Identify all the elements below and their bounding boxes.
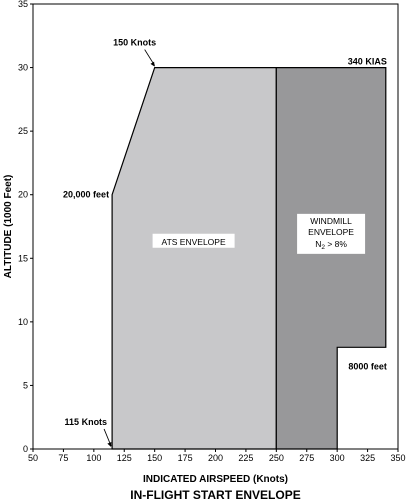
windmill-n2-condition: N2 > 8% [315, 239, 347, 251]
x-tick-label: 200 [208, 453, 223, 463]
x-tick-label: 75 [58, 453, 68, 463]
x-tick-label: 250 [269, 453, 284, 463]
ats-label-box [152, 233, 235, 248]
annotation-20000-feet: 20,000 feet [63, 190, 109, 200]
x-tick-label: 275 [299, 453, 314, 463]
windmill-label-box [297, 213, 366, 254]
envelope-region-ats [111, 66, 277, 450]
x-axis-ticks: 50 75 100 125 150 175 200 225 250 275 300 325 350 [28, 449, 406, 463]
windmill-envelope-label-line2: ENVELOPE [308, 227, 354, 237]
annotation-150-knots: 150 Knots [113, 38, 156, 48]
y-tick-label: 0 [23, 444, 28, 454]
x-tick-label: 175 [178, 453, 193, 463]
envelope-region-windmill [275, 66, 387, 450]
windmill-envelope-label-line1: WINDMILL [310, 216, 352, 226]
y-tick-label: 25 [18, 126, 28, 136]
chart-annotations: 150 Knots 340 KIAS 20,000 feet 8000 feet 115… [63, 38, 387, 447]
x-tick-label: 50 [28, 453, 38, 463]
annotation-115-knots: 115 Knots [65, 417, 108, 427]
y-tick-label: 20 [18, 190, 28, 200]
x-tick-label: 325 [360, 453, 375, 463]
annotation-340-kias: 340 KIAS [348, 57, 387, 67]
y-axis-ticks: 0 5 10 15 20 25 30 35 [18, 0, 33, 454]
chart-title: IN-FLIGHT START ENVELOPE [130, 488, 300, 502]
x-tick-label: 150 [147, 453, 162, 463]
ats-envelope-label: ATS ENVELOPE [162, 237, 226, 247]
x-tick-label: 350 [390, 453, 405, 463]
x-tick-label: 225 [238, 453, 253, 463]
x-tick-label: 300 [330, 453, 345, 463]
y-tick-label: 10 [18, 317, 28, 327]
x-axis-label: INDICATED AIRSPEED (Knots) [143, 474, 288, 485]
x-tick-label: 125 [117, 453, 132, 463]
y-tick-label: 30 [18, 63, 28, 73]
annotation-arrowhead [107, 442, 112, 447]
y-tick-label: 35 [18, 0, 28, 9]
annotation-arrowhead [150, 61, 155, 67]
annotation-8000-feet: 8000 feet [348, 361, 387, 371]
y-tick-label: 15 [18, 253, 28, 263]
y-tick-label: 5 [23, 380, 28, 390]
envelope-regions [111, 66, 387, 450]
y-axis-label: ALTITUDE (1000 Feet) [3, 175, 14, 279]
x-tick-label: 100 [86, 453, 101, 463]
